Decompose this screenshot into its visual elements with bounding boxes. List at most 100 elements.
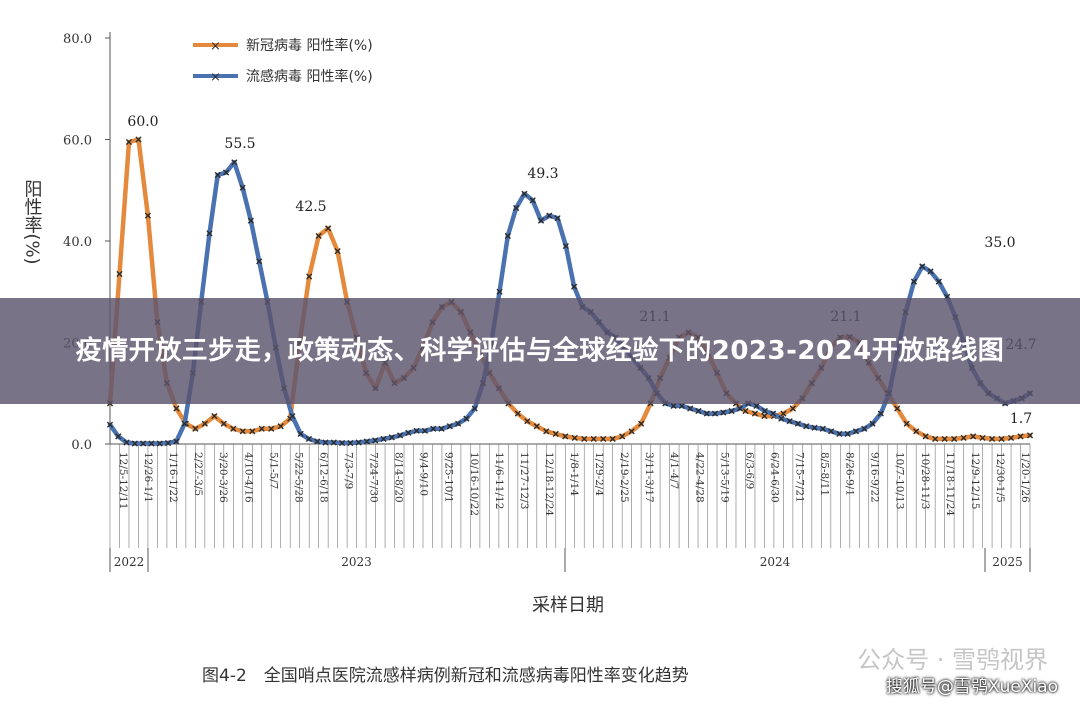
data-point-marker — [380, 435, 387, 443]
data-point-marker — [372, 437, 379, 444]
data-point-marker — [173, 405, 180, 412]
data-point-marker — [446, 423, 453, 430]
data-point-marker — [927, 268, 934, 275]
x-tick-label: 4/22-4/28 — [693, 452, 705, 503]
data-point-marker — [405, 429, 412, 436]
data-point-marker — [206, 230, 213, 237]
data-point-marker — [877, 410, 884, 417]
data-point-marker — [135, 136, 142, 143]
data-point-marker — [514, 410, 521, 417]
data-point-marker — [678, 402, 685, 410]
data-point-marker — [780, 410, 787, 417]
data-point-marker — [347, 439, 354, 447]
data-point-marker — [322, 439, 329, 446]
data-point-marker — [463, 415, 470, 422]
data-point-marker — [496, 288, 503, 295]
data-point-marker — [413, 427, 420, 434]
data-point-marker — [201, 420, 208, 427]
data-point-marker — [562, 242, 569, 250]
x-tick-label: 3/20-3/26 — [217, 452, 229, 503]
data-point-marker — [960, 434, 967, 442]
data-point-marker — [969, 433, 977, 440]
data-point-marker — [421, 427, 429, 434]
banner-title: 疫情开放三步走，政策动态、科学评估与全球经验下的2023-2024开放路线图 — [75, 336, 1005, 366]
data-point-marker — [988, 435, 996, 443]
peak-annotation: 60.0 — [127, 114, 158, 130]
data-point-marker — [803, 423, 810, 430]
data-point-marker — [504, 232, 511, 240]
data-point-marker — [728, 407, 735, 415]
year-label: 2025 — [992, 555, 1023, 569]
data-point-marker — [524, 418, 531, 425]
x-tick-label: 12/5-12/11 — [117, 452, 129, 509]
data-point-marker — [156, 440, 163, 447]
data-point-marker — [306, 273, 313, 280]
data-point-marker — [844, 430, 851, 437]
legend-covid-label: 新冠病毒 阳性率(%) — [246, 37, 373, 54]
data-point-marker — [703, 410, 710, 417]
data-point-marker — [628, 428, 635, 435]
data-point-marker — [869, 420, 876, 427]
data-point-marker — [222, 169, 230, 176]
legend-covid-marker: × — [210, 39, 221, 54]
data-point-marker — [670, 402, 677, 410]
data-point-marker — [249, 428, 256, 435]
x-tick-label: 6/12-6/18 — [317, 452, 329, 503]
x-tick-label: 7/24-7/30 — [368, 452, 380, 503]
y-axis-title: 阳性率(%) — [22, 179, 43, 264]
data-point-marker — [521, 190, 528, 197]
legend-flu-label: 流感病毒 阳性率(%) — [246, 68, 373, 85]
x-tick-label: 1/16-1/22 — [167, 452, 179, 503]
year-label: 2022 — [114, 555, 145, 569]
x-tick-label: 7/15-7/21 — [794, 452, 806, 503]
data-point-marker — [861, 425, 868, 432]
data-point-marker — [334, 248, 341, 255]
data-point-marker — [106, 421, 114, 428]
x-tick-label: 3/11-3/17 — [643, 452, 655, 503]
data-point-marker — [922, 433, 929, 440]
data-point-marker — [736, 405, 744, 412]
data-point-marker — [230, 425, 237, 432]
data-point-marker — [268, 425, 275, 432]
x-tick-label: 11/6-11/12 — [493, 452, 505, 509]
data-point-marker — [761, 407, 768, 415]
data-point-marker — [562, 433, 569, 440]
data-point-marker — [687, 405, 694, 412]
data-point-marker — [913, 428, 920, 435]
data-point-marker — [247, 217, 254, 224]
data-point-marker — [513, 204, 520, 212]
x-tick-label: 5/13-5/19 — [718, 452, 730, 503]
data-point-marker — [979, 434, 986, 442]
x-tick-label: 12/9-12/15 — [969, 452, 981, 509]
data-point-marker — [932, 435, 939, 443]
data-point-marker — [140, 440, 147, 447]
data-point-marker — [951, 435, 958, 443]
data-point-marker — [239, 428, 246, 435]
data-point-marker — [338, 439, 346, 447]
x-tick-label: 1/29-2/4 — [593, 452, 605, 496]
data-point-marker — [115, 433, 122, 440]
data-point-marker — [894, 405, 901, 412]
peak-annotation: 49.3 — [527, 166, 558, 182]
title-banner: 疫情开放三步走，政策动态、科学评估与全球经验下的2023-2024开放路线图 — [0, 298, 1080, 404]
data-point-marker — [695, 407, 702, 415]
data-point-marker — [742, 407, 749, 415]
data-point-marker — [546, 212, 553, 219]
x-tick-label: 8/26-9/1 — [844, 452, 856, 496]
data-point-marker — [330, 439, 337, 446]
x-tick-label: 9/16-9/22 — [869, 452, 881, 503]
data-point-marker — [827, 428, 835, 435]
figure-caption: 图4-2 全国哨点医院流感样病例新冠和流感病毒阳性率变化趋势 — [202, 666, 689, 686]
x-tick-label: 12/30-1/5 — [994, 452, 1006, 503]
x-tick-label: 2/27-3/5 — [192, 452, 204, 496]
x-tick-label: 1/8-1/14 — [568, 452, 580, 496]
peak-annotation: 55.5 — [224, 136, 255, 152]
data-point-marker — [192, 425, 199, 432]
legend: × 新冠病毒 阳性率(%) × 流感病毒 阳性率(%) — [193, 37, 373, 85]
x-tick-label: 9/4-9/10 — [418, 452, 430, 496]
wechat-watermark: 公众号 · 雪鸮视界 — [857, 646, 1048, 674]
data-point-marker — [297, 430, 304, 437]
year-label: 2024 — [760, 555, 791, 569]
data-point-marker — [471, 405, 478, 412]
data-point-marker — [794, 420, 802, 427]
